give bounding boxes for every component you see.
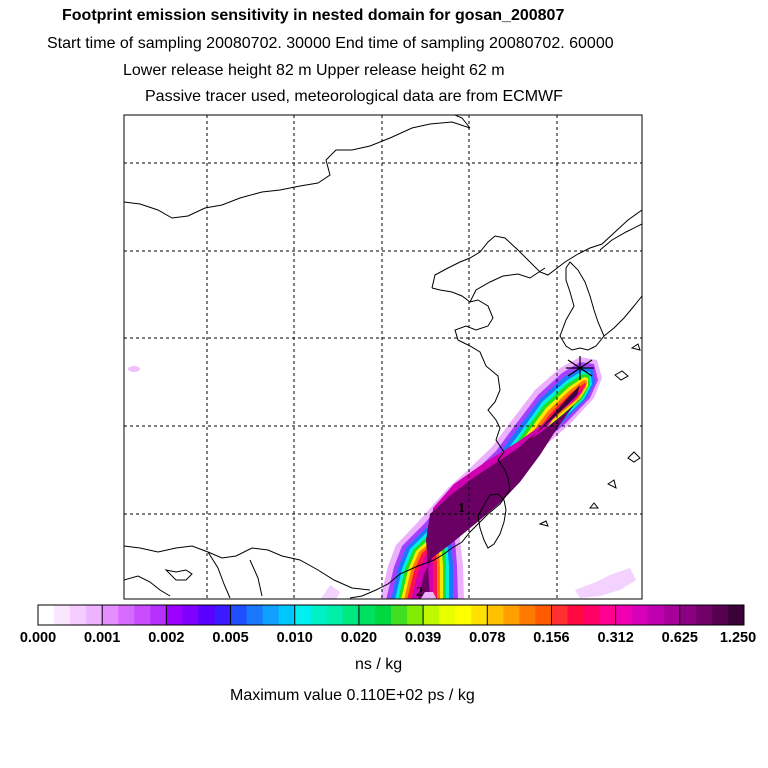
map-area: 1 2 (124, 115, 642, 600)
colorbar-swatch (455, 605, 472, 625)
colorbar-swatch (647, 605, 665, 625)
colorbar-swatch (374, 605, 392, 625)
sampling-time-line: Start time of sampling 20080702. 30000 E… (47, 35, 614, 52)
colorbar-swatch (198, 605, 215, 625)
colorbar-tick-label: 0.000 (19, 630, 57, 646)
colorbar-swatch (134, 605, 151, 625)
colorbar-tick-label: 0.010 (276, 630, 313, 646)
patch (320, 585, 340, 599)
colorbar-swatch (38, 605, 55, 625)
colorbar-swatch (487, 605, 504, 625)
colorbar-tick-label: 0.078 (469, 630, 506, 646)
colorbar-swatch (326, 605, 344, 625)
colorbar-swatch (150, 605, 167, 625)
colorbar-swatch (342, 605, 360, 625)
colorbar-swatch (439, 605, 456, 625)
colorbar-swatch (358, 605, 376, 625)
colorbar-swatch (695, 605, 713, 625)
colorbar-tick-label: 0.002 (148, 630, 185, 646)
colorbar-swatch (166, 605, 183, 625)
maximum-value-text: Maximum value 0.110E+02 ps / kg (230, 687, 475, 704)
colorbar-swatch (391, 605, 408, 625)
colorbar-swatch (54, 605, 71, 625)
release-marker-label-2: 2 (416, 585, 423, 600)
colorbar-swatch (727, 605, 745, 625)
colorbar-swatch (471, 605, 488, 625)
colorbar-swatch (262, 605, 280, 625)
colorbar-swatch (631, 605, 649, 625)
colorbar-swatch (102, 605, 119, 625)
colorbar-units: ns / kg (355, 656, 403, 673)
tracer-info-line: Passive tracer used, meteorological data… (145, 88, 563, 105)
release-point-marker (566, 356, 594, 380)
colorbar-swatch (615, 605, 633, 625)
colorbar-swatch (583, 605, 601, 625)
colorbar-tick-label: 0.005 (212, 630, 249, 646)
plume-lower-tail (420, 592, 437, 599)
colorbar-swatch (407, 605, 424, 625)
colorbar-swatch (70, 605, 87, 625)
release-height-line: Lower release height 82 m Upper release … (123, 62, 505, 79)
colorbar-swatch (567, 605, 585, 625)
colorbar-tick-label: 0.625 (661, 630, 698, 646)
colorbar-swatch (551, 605, 568, 625)
map-frame (123, 114, 643, 600)
colorbar-swatch (118, 605, 135, 625)
colorbar-swatch (86, 605, 103, 625)
colorbar-swatch (423, 605, 440, 625)
colorbar-swatch (182, 605, 199, 625)
chart-title: Footprint emission sensitivity in nested… (62, 7, 565, 24)
colorbar-swatch (294, 605, 312, 625)
colorbar-swatch (711, 605, 729, 625)
colorbar-swatch (230, 605, 248, 625)
colorbar-tick-label: 0.039 (404, 630, 442, 646)
coastlines (124, 115, 642, 599)
plume-band-core (418, 396, 582, 599)
colorbar-frame (37, 604, 745, 626)
patch (575, 568, 636, 598)
colorbar-swatch (278, 605, 296, 625)
colorbar-tick-label: 1.250 (719, 630, 757, 646)
colorbar-swatch (310, 605, 328, 625)
colorbar-tick-label: 0.001 (84, 630, 121, 646)
footprint-plume (128, 357, 636, 599)
colorbar-tick-label: 0.020 (340, 630, 378, 646)
patch (128, 366, 140, 372)
colorbar-swatch (246, 605, 264, 625)
colorbar-swatch (663, 605, 681, 625)
release-marker-label-1: 1 (458, 501, 465, 516)
colorbar (37, 604, 745, 626)
colorbar-swatch (214, 605, 232, 625)
colorbar-swatch (679, 605, 697, 625)
colorbar-swatch (599, 605, 617, 625)
colorbar-tick-label: 0.156 (533, 630, 570, 646)
colorbar-swatch (519, 605, 536, 625)
colorbar-swatch (503, 605, 520, 625)
map-grid (124, 115, 642, 599)
colorbar-swatch (535, 605, 552, 625)
colorbar-tick-label: 0.312 (597, 630, 634, 646)
